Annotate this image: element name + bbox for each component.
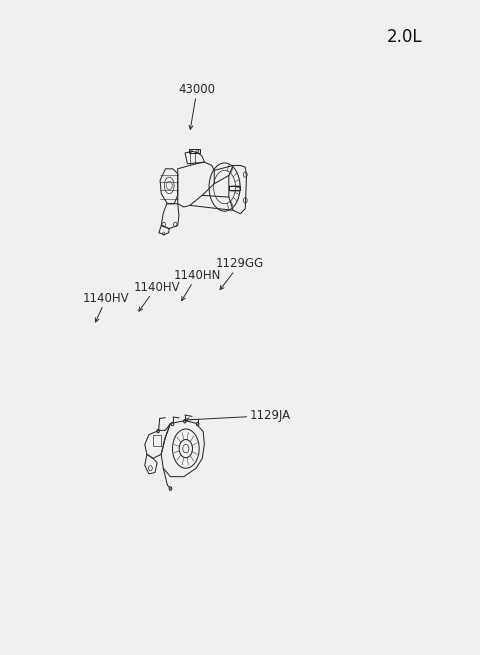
Text: 1129JA: 1129JA: [185, 409, 291, 422]
Text: 2.0L: 2.0L: [387, 28, 422, 47]
Text: 1140HV: 1140HV: [133, 280, 180, 311]
Text: 1140HV: 1140HV: [83, 291, 130, 322]
Text: 1140HN: 1140HN: [173, 269, 221, 301]
Text: 43000: 43000: [179, 83, 216, 130]
Text: 1129GG: 1129GG: [216, 257, 264, 290]
